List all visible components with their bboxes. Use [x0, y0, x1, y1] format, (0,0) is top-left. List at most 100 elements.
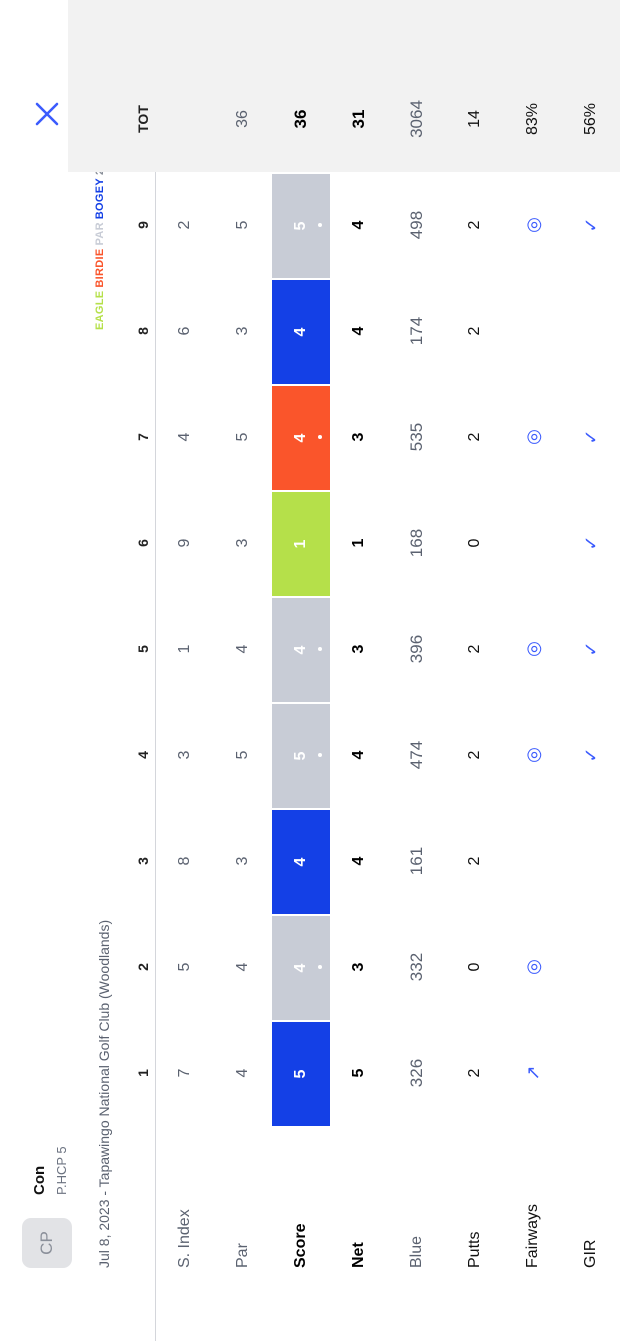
sindex-cell: 3	[176, 750, 193, 760]
sindex-cell: 2	[176, 220, 193, 230]
player-handicap: P.HCP 5	[54, 1146, 69, 1195]
round-title: Jul 8, 2023 - Tapawingo National Golf Cl…	[96, 919, 112, 1268]
legend-bogey: BOGEY	[94, 177, 106, 220]
putts-cell: 2	[466, 220, 483, 230]
score-cell: 5	[272, 1021, 330, 1126]
par-cell: 5	[234, 432, 251, 442]
handicap-stroke-dot	[318, 647, 322, 651]
fairway-hit-icon: ◎	[522, 217, 543, 233]
player-name: Con	[31, 1165, 48, 1195]
gir-cell	[562, 914, 620, 1020]
gir-cell	[562, 278, 620, 384]
check-icon: ✓	[580, 747, 601, 763]
net-cell: 5	[350, 1068, 367, 1078]
net-cell: 4	[350, 220, 367, 230]
fairway-miss-right-icon: ↗	[522, 1065, 543, 1081]
row-label-net: Net	[350, 1242, 367, 1268]
par-cell: 3	[234, 326, 251, 336]
legend-par: PAR	[94, 222, 106, 246]
handicap-stroke-dot	[318, 223, 322, 227]
total-header: TOT	[135, 105, 151, 133]
check-icon: ✓	[580, 641, 601, 657]
hole-number-header: 8	[135, 327, 151, 335]
hole-number-header: 6	[135, 539, 151, 547]
sindex-total	[156, 66, 214, 172]
row-label-putts: Putts	[466, 1231, 483, 1268]
handicap-stroke-dot	[318, 965, 322, 969]
par-cell: 4	[234, 962, 251, 972]
putts-cell: 2	[466, 1068, 483, 1078]
par-cell: 4	[234, 1068, 251, 1078]
putts-cell: 0	[466, 538, 483, 548]
hole-number-header: 4	[135, 751, 151, 759]
putts-cell: 2	[466, 326, 483, 336]
blue-cell: 174	[407, 316, 426, 346]
score-total: 36	[291, 109, 310, 129]
blue-cell: 474	[407, 740, 426, 770]
fairways-cell	[504, 278, 562, 384]
net-total: 31	[349, 109, 368, 129]
handicap-stroke-dot	[318, 753, 322, 757]
sindex-cell: 6	[176, 326, 193, 336]
fairways-cell	[504, 808, 562, 914]
score-cell: 4	[272, 809, 330, 914]
putts-cell: 2	[466, 432, 483, 442]
score-cell: 4	[272, 279, 330, 384]
hole-number-header: 7	[135, 433, 151, 441]
row-label-blue: Blue	[408, 1235, 425, 1268]
row-label-gir: GIR	[582, 1239, 599, 1268]
sindex-cell: 5	[176, 962, 193, 972]
net-cell: 4	[350, 856, 367, 866]
putts-cell: 2	[466, 750, 483, 760]
net-cell: 3	[350, 962, 367, 972]
par-cell: 5	[234, 750, 251, 760]
close-x-icon	[35, 102, 59, 126]
par-total: 36	[234, 110, 251, 128]
fairway-hit-icon: ◎	[522, 747, 543, 763]
blue-total: 3064	[407, 100, 426, 138]
net-cell: 4	[350, 326, 367, 336]
par-cell: 4	[234, 644, 251, 654]
fairways-total: 83%	[524, 102, 541, 136]
putts-cell: 2	[466, 856, 483, 866]
net-cell: 3	[350, 644, 367, 654]
par-cell: 3	[234, 538, 251, 548]
row-label-score: Score	[292, 1223, 309, 1268]
sindex-cell: 8	[176, 856, 193, 866]
gir-cell	[562, 808, 620, 914]
blue-cell: 168	[407, 528, 426, 558]
fairway-hit-icon: ◎	[522, 959, 543, 975]
net-cell: 3	[350, 432, 367, 442]
sindex-cell: 1	[176, 644, 193, 654]
hole-number-header: 1	[135, 1069, 151, 1077]
fairway-hit-icon: ◎	[522, 429, 543, 445]
hole-number-header: 9	[135, 221, 151, 229]
sindex-cell: 4	[176, 432, 193, 442]
gir-cell	[562, 1020, 620, 1126]
putts-total: 14	[466, 110, 483, 128]
score-cell: 1	[272, 491, 330, 596]
blue-cell: 535	[407, 422, 426, 452]
check-icon: ✓	[580, 535, 601, 551]
fairways-cell	[504, 490, 562, 596]
blue-cell: 161	[407, 846, 426, 876]
check-icon: ✓	[580, 429, 601, 445]
sindex-cell: 9	[176, 538, 193, 548]
gir-total: 56%	[582, 102, 599, 136]
net-cell: 4	[350, 750, 367, 760]
legend-birdie: BIRDIE	[94, 248, 106, 288]
close-button[interactable]	[34, 101, 60, 127]
check-icon: ✓	[580, 217, 601, 233]
fairway-hit-icon: ◎	[522, 641, 543, 657]
blue-cell: 326	[407, 1058, 426, 1088]
legend-eagle: EAGLE	[94, 290, 106, 330]
sindex-cell: 7	[176, 1068, 193, 1078]
hole-number-header: 3	[135, 857, 151, 865]
handicap-stroke-dot	[318, 435, 322, 439]
blue-cell: 396	[407, 634, 426, 664]
blue-cell: 332	[407, 952, 426, 982]
row-label-fairways: Fairways	[524, 1203, 541, 1268]
row-label-sindex: S. Index	[176, 1209, 193, 1268]
blue-cell: 498	[407, 210, 426, 240]
